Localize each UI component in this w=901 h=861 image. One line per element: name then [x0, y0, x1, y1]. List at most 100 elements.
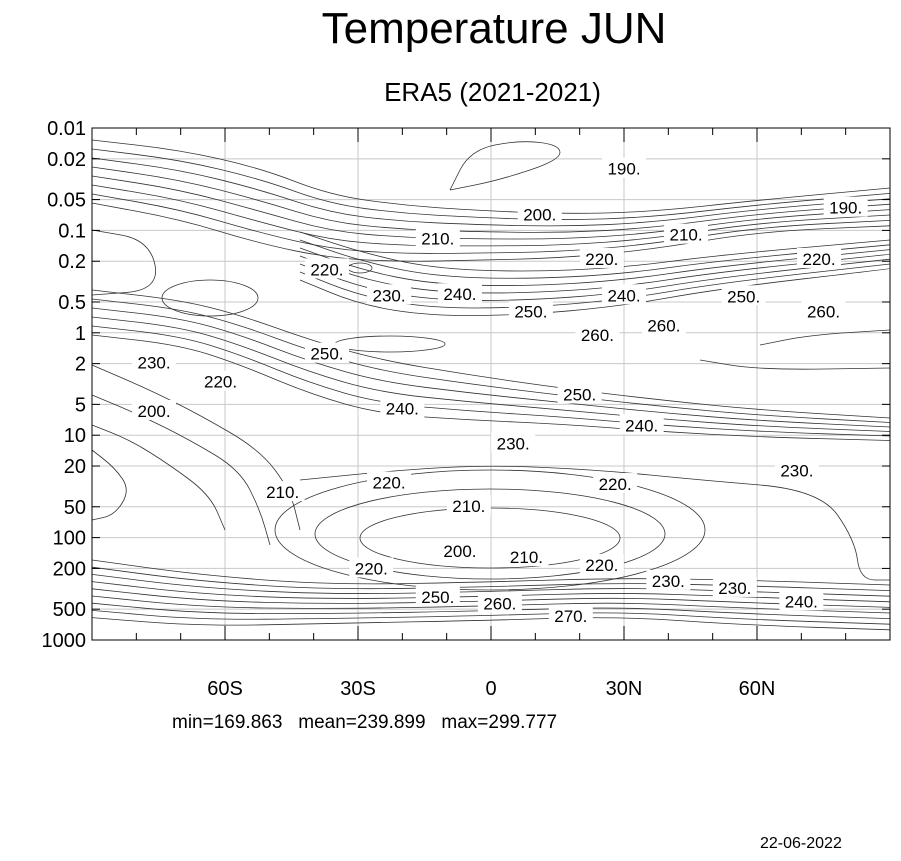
contour-line [91, 449, 127, 521]
contour-label-bg [557, 383, 602, 404]
contour-label: 230. [652, 572, 685, 591]
contour-line [91, 559, 891, 586]
contour-label-bg [380, 397, 425, 418]
contour-line [334, 335, 446, 353]
stat-mean: mean=239.899 [298, 712, 426, 733]
contour-line [91, 157, 891, 227]
contour-line [449, 141, 561, 191]
contour-label: 250. [727, 287, 760, 306]
contour-label-bg [575, 323, 620, 344]
contour-line [91, 139, 891, 214]
y-tick-label: 0.05 [47, 190, 86, 212]
contour-label-bg [721, 285, 766, 306]
y-tick-label: 0.1 [58, 220, 86, 242]
contour-label-bg [367, 284, 412, 305]
contour-label: 220. [310, 260, 343, 279]
contour-line [91, 610, 891, 625]
contour-label: 230. [718, 579, 751, 598]
contour-label: 210. [670, 226, 703, 245]
contour-label: 200. [523, 206, 556, 225]
contour-label-bg [491, 432, 536, 453]
contour-label-bg [797, 247, 842, 268]
contour-label-bg [641, 314, 686, 335]
y-tick-label: 10 [64, 425, 86, 447]
contour-label: 190. [607, 160, 640, 179]
date-stamp: 22-06-2022 [760, 835, 842, 852]
y-tick-label: 200 [53, 558, 86, 580]
contour-line [299, 254, 891, 294]
x-tick-label: 0 [485, 678, 496, 700]
contour-label: 220. [355, 559, 388, 578]
y-tick-label: 1 [75, 323, 86, 345]
contour-line [299, 231, 891, 272]
contour-label-bg [801, 300, 846, 321]
y-tick-label: 500 [53, 599, 86, 621]
contour-label: 240. [607, 286, 640, 305]
contour-label: 260. [807, 303, 840, 322]
contour-label: 220. [585, 556, 618, 575]
contour-label-bg [646, 569, 691, 590]
y-tick-label: 0.01 [47, 118, 86, 140]
y-tick-label: 1000 [42, 630, 87, 652]
contour-line [299, 258, 891, 301]
contour-line [91, 424, 226, 531]
contour-label-bg [774, 459, 819, 480]
x-tick-labels: 60S 30S 0 30N 60N [207, 678, 775, 700]
y-tick-label: 50 [64, 497, 86, 519]
contour-label: 220. [204, 373, 237, 392]
contour-line [91, 148, 891, 220]
contour-label-bg [477, 592, 522, 613]
contour-label: 210. [452, 497, 485, 516]
stat-max: max=299.777 [441, 712, 558, 733]
stats-line: min=169.863 mean=239.899 max=299.777 [172, 711, 557, 735]
contour-line [91, 307, 891, 428]
contour-line [299, 239, 891, 279]
contour-label-bg [198, 370, 243, 391]
contour-label-bg [415, 227, 460, 248]
contour-line [91, 289, 891, 419]
contour-label: 200. [138, 402, 171, 421]
x-tick-label: 30S [340, 678, 376, 700]
contour-labels: 190. 190. 200. 210. 210. 220. 220. 220. 230. 240.… [132, 157, 868, 626]
contour-label: 230. [372, 286, 405, 305]
contour-label-bg [132, 399, 177, 420]
contour-label: 220. [599, 475, 632, 494]
contour-line [299, 268, 891, 317]
y-tick-label: 20 [64, 456, 86, 478]
contour-label-bg [437, 539, 482, 560]
contour-label: 190. [829, 199, 862, 218]
contour-line [91, 334, 891, 441]
contour-label-bg [779, 590, 824, 611]
contour-label: 210. [266, 483, 299, 502]
contour-label-bg [517, 203, 562, 224]
contour-label-bg [579, 247, 624, 268]
x-tick-label: 60S [207, 678, 243, 700]
y-tick-label: 2 [75, 354, 86, 376]
chart-subtitle: ERA5 (2021-2021) [384, 77, 601, 107]
contour-label-bg [504, 546, 549, 567]
y-tick-label: 0.5 [58, 292, 86, 314]
contour-label: 220. [803, 250, 836, 269]
contour-label-bg [132, 351, 177, 372]
contour-label-bg [579, 553, 624, 574]
contour-line [91, 229, 157, 296]
contour-line [91, 574, 891, 597]
y-tick-label: 100 [53, 528, 86, 550]
y-tick-labels: 0.01 0.02 0.05 0.1 0.2 0.5 1 2 5 10 20 50 100 200 500 1… [42, 118, 87, 652]
contour-line [91, 202, 891, 262]
contour-label: 250. [514, 303, 547, 322]
contour-label-bg [437, 283, 482, 304]
contour-line [91, 325, 891, 437]
contour-label: 270. [554, 607, 587, 626]
contour-line [91, 316, 891, 432]
contour-label-bg [548, 604, 593, 625]
contour-line [299, 465, 890, 581]
x-tick-label: 60N [739, 678, 776, 700]
contour-label-bg [304, 342, 349, 363]
contour-label: 260. [483, 594, 516, 613]
contour-label-bg [593, 473, 638, 494]
stat-min: min=169.863 [172, 712, 283, 733]
contour-line [274, 469, 706, 591]
contour-line [91, 394, 271, 546]
